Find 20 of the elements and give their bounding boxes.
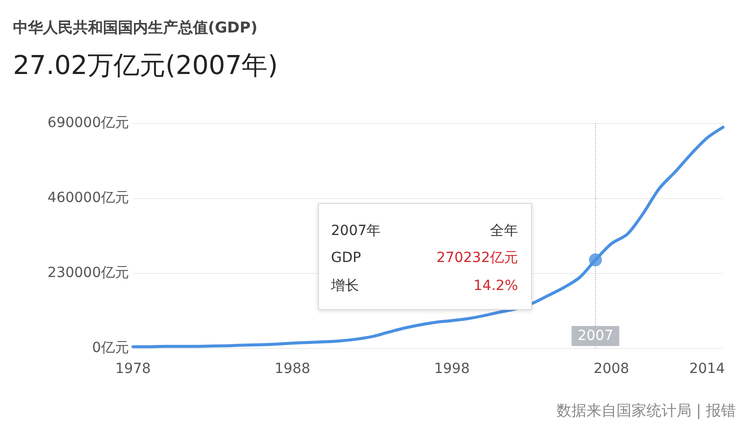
x-tick-label: 2014 <box>689 361 725 377</box>
x-tick-label: 1978 <box>115 361 151 377</box>
y-tick-label: 460000亿元 <box>48 190 129 206</box>
annotation: 2007年 <box>331 222 381 240</box>
x-tick-label: 1988 <box>274 361 310 377</box>
ref-line-label: 2007 <box>578 328 614 344</box>
y-tick-label: 0亿元 <box>92 340 129 356</box>
y-tick-label: 230000亿元 <box>48 265 129 281</box>
line-series <box>132 126 724 348</box>
x-tick-label: 2008 <box>594 361 630 377</box>
annotation: 增长 <box>331 277 359 295</box>
text: 数据来自国家统计局 | 报错 <box>556 402 736 420</box>
annotation: 全年 <box>490 222 518 240</box>
chart-title: 中华人民共和国国内生产总值(GDP) <box>13 18 258 36</box>
x-tick-label: 1998 <box>434 361 470 377</box>
annotation: 14.2% <box>474 277 518 295</box>
annotation: 270232亿元 <box>436 249 518 267</box>
y-tick-label: 690000亿元 <box>48 115 129 131</box>
annotation: GDP <box>331 249 362 267</box>
chart-subtitle: 27.02万亿元(2007年) <box>13 51 278 81</box>
